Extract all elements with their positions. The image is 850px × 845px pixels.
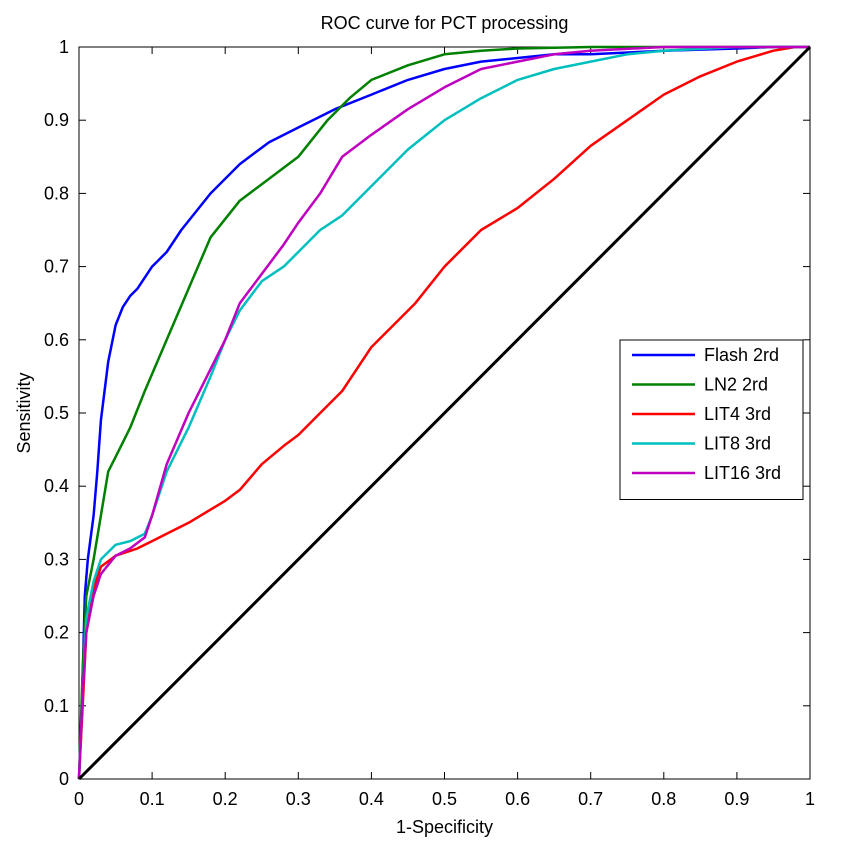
y-tick-label: 0.1 <box>44 696 69 716</box>
x-tick-label: 0 <box>74 789 84 809</box>
x-tick-label: 0.1 <box>140 789 165 809</box>
y-tick-label: 0.2 <box>44 623 69 643</box>
reference-diagonal-line <box>77 45 812 781</box>
y-tick-label: 0.6 <box>44 330 69 350</box>
x-tick-label: 0.9 <box>724 789 749 809</box>
legend-entry-label: LIT8 3rd <box>704 434 771 454</box>
x-tick-label: 0.6 <box>505 789 530 809</box>
y-tick-label: 0.4 <box>44 476 69 496</box>
legend-entry-label: LIT4 3rd <box>704 404 771 424</box>
x-tick-label: 0.8 <box>651 789 676 809</box>
y-tick-label: 0.8 <box>44 183 69 203</box>
y-tick-label: 0.5 <box>44 403 69 423</box>
x-tick-label: 0.2 <box>213 789 238 809</box>
x-axis-label: 1-Specificity <box>396 817 493 837</box>
y-tick-label: 0.3 <box>44 549 69 569</box>
legend-entry-label: LN2 2rd <box>704 375 768 395</box>
y-tick-label: 0.7 <box>44 257 69 277</box>
series-line-1 <box>77 45 810 780</box>
x-tick-label: 1 <box>805 789 815 809</box>
legend: Flash 2rd LN2 2rd LIT4 3rd LIT8 3rd LIT16 3r… <box>619 339 804 500</box>
y-axis-label: Sensitivity <box>14 372 34 453</box>
x-tick-label: 0.5 <box>432 789 457 809</box>
series-line-4 <box>77 45 810 780</box>
x-tick-label: 0.3 <box>286 789 311 809</box>
x-tick-label: 0.7 <box>578 789 603 809</box>
series-line-3 <box>77 45 810 780</box>
legend-entry-label: Flash 2rd <box>704 345 779 365</box>
y-tick-label: 0.9 <box>44 110 69 130</box>
y-tick-label: 1 <box>59 37 69 57</box>
chart-title: ROC curve for PCT processing <box>321 13 569 33</box>
y-tick-label: 0 <box>59 769 69 789</box>
x-tick-label: 0.4 <box>359 789 384 809</box>
legend-entry-label: LIT16 3rd <box>704 463 781 483</box>
